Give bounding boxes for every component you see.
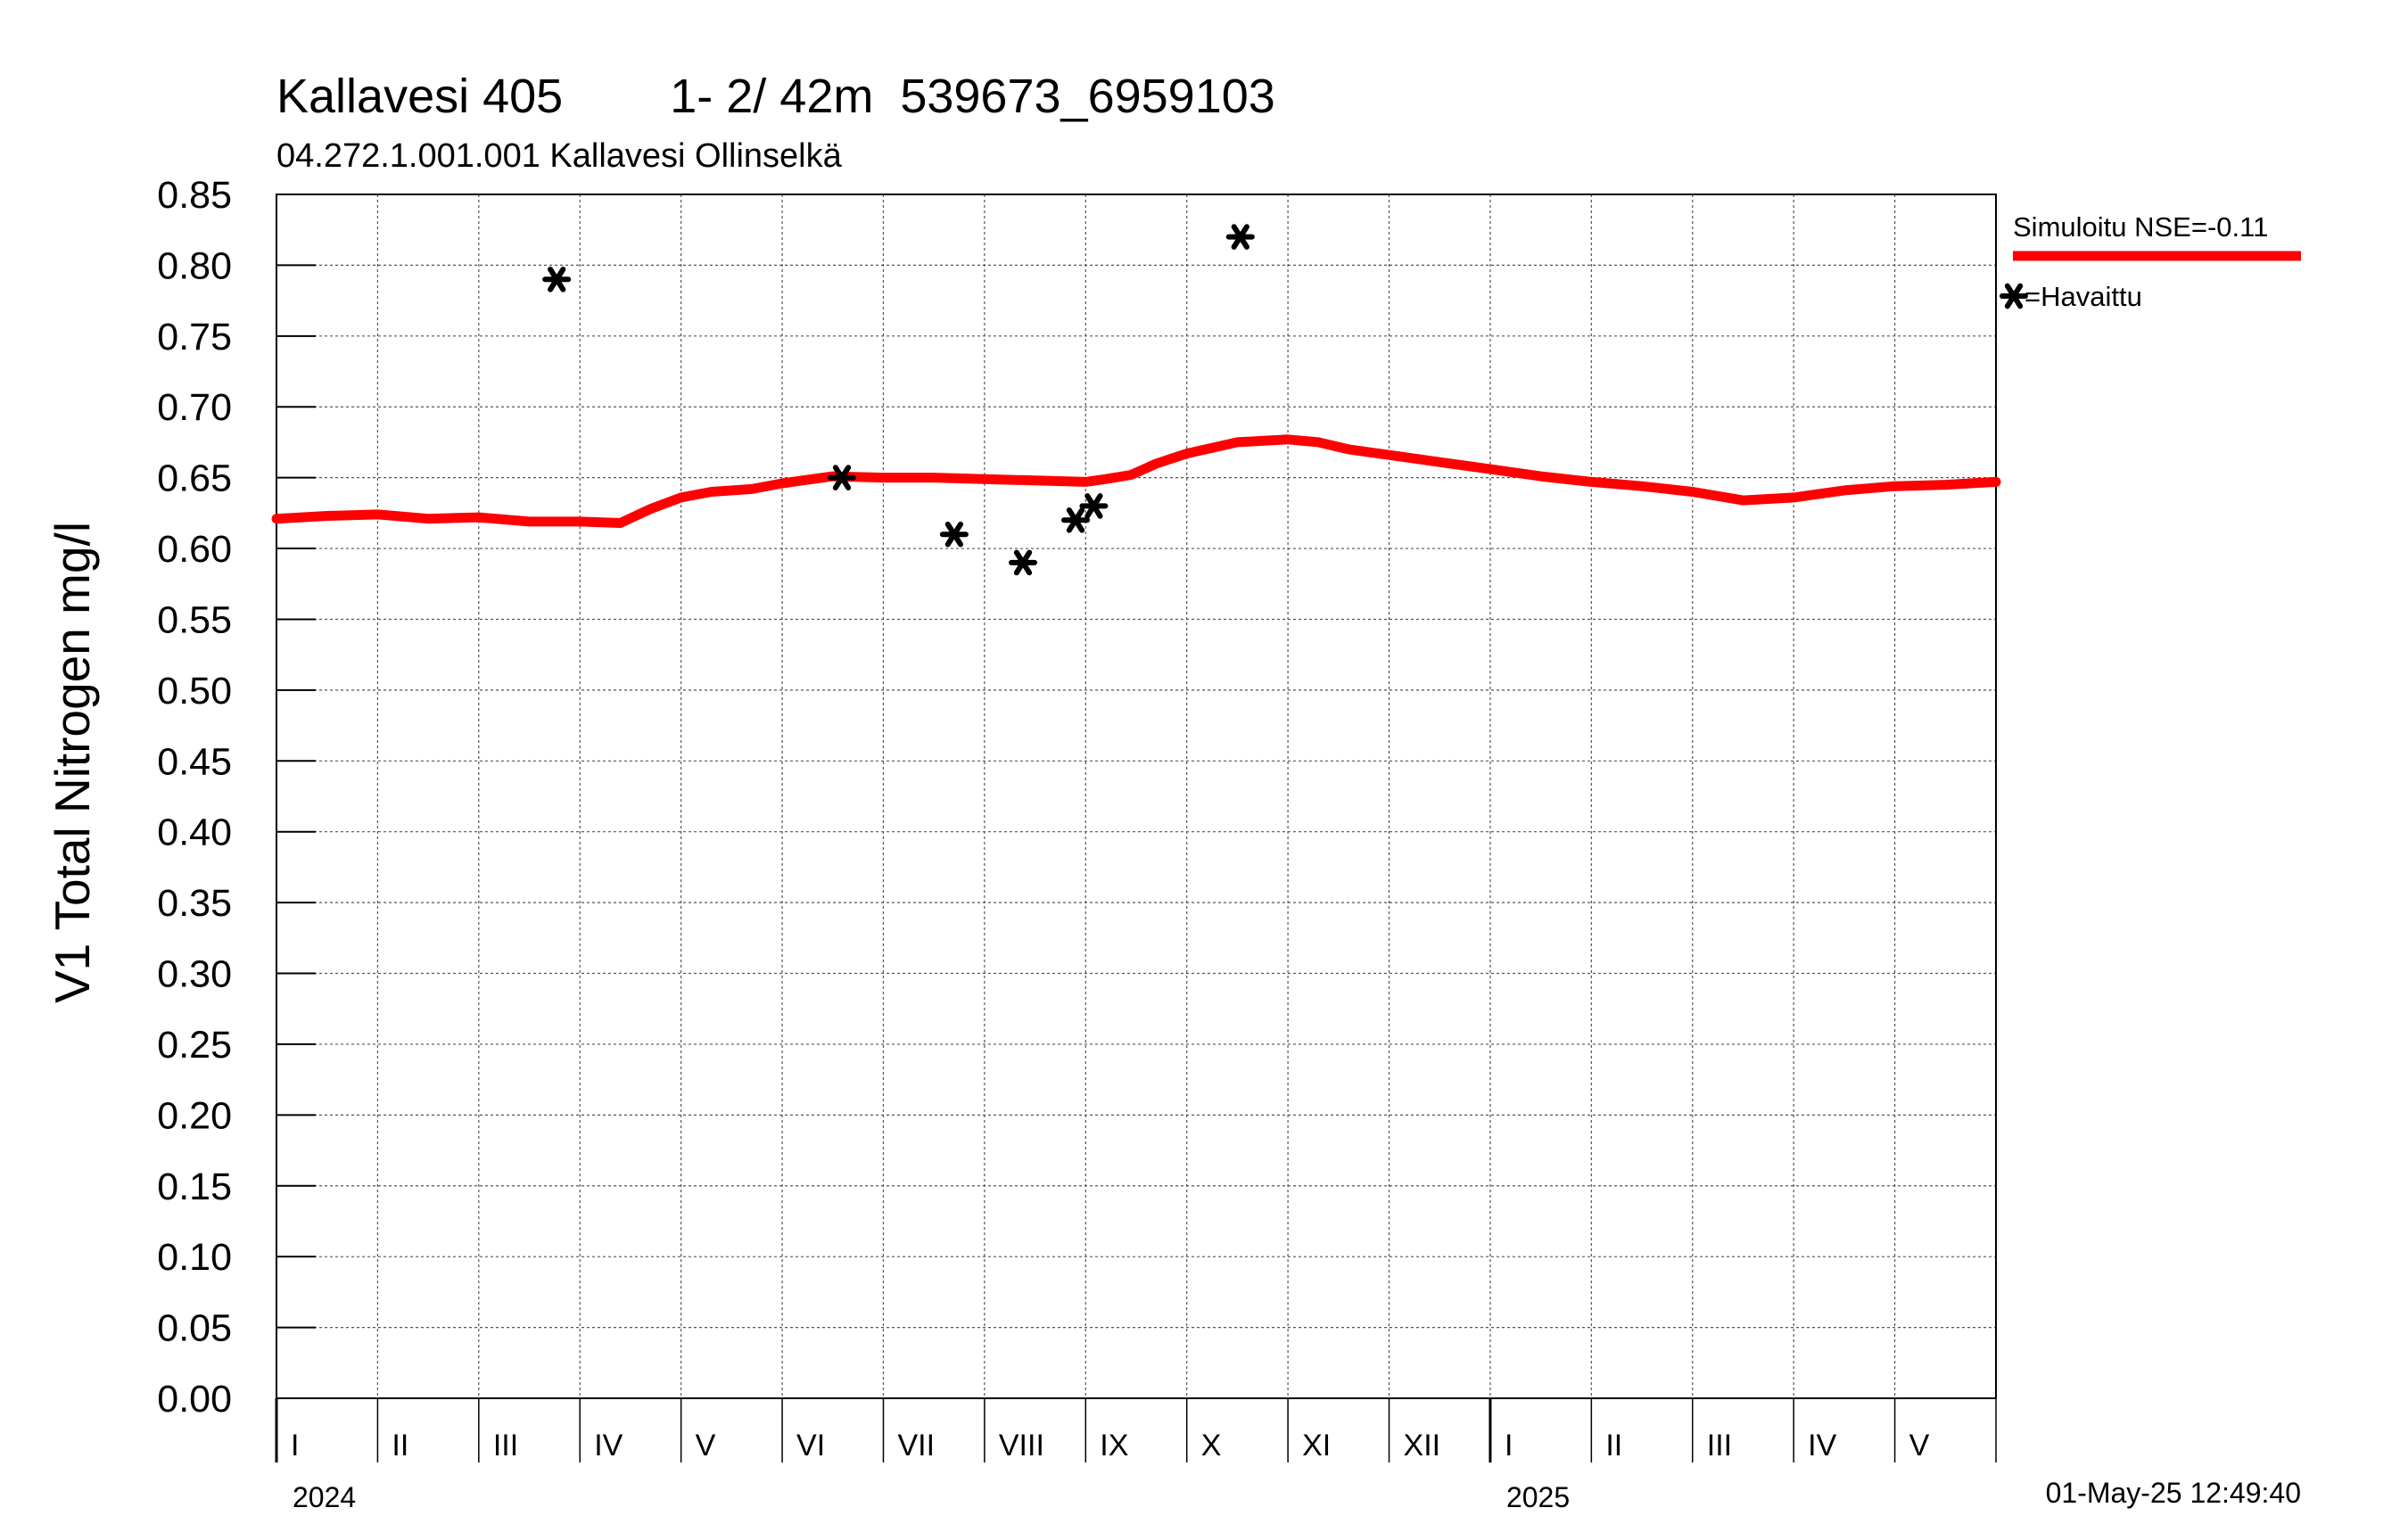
x-month-label: X <box>1201 1429 1222 1462</box>
y-tick-label: 0.00 <box>157 1378 232 1421</box>
chart-subtitle: 04.272.1.001.001 Kallavesi Ollinselkä <box>276 137 843 175</box>
x-month-label: V <box>1909 1429 1930 1462</box>
y-tick-label: 0.30 <box>157 953 232 996</box>
x-month-label: I <box>291 1429 299 1462</box>
y-tick-label: 0.10 <box>157 1236 232 1279</box>
x-month-label: III <box>1707 1429 1732 1462</box>
y-tick-label: 0.55 <box>157 598 232 641</box>
timestamp: 01-May-25 12:49:40 <box>2046 1477 2301 1509</box>
series-simulated <box>271 434 2001 528</box>
grid <box>276 194 1996 1398</box>
observed-point <box>1009 549 1037 576</box>
x-month-label: IV <box>1808 1429 1836 1462</box>
plot-frame <box>276 194 1997 1399</box>
y-tick-label: 0.75 <box>157 316 232 358</box>
y-tick-label: 0.40 <box>157 812 232 854</box>
y-tick-label: 0.20 <box>157 1094 232 1137</box>
x-month-label: XI <box>1302 1429 1331 1462</box>
legend-simulated-label: Simuloitu NSE=-0.11 <box>2013 211 2268 243</box>
observed-point <box>828 465 856 490</box>
x-month-label: VII <box>897 1429 935 1462</box>
y-ticks: 0.00 0.05 0.10 0.15 0.20 0.25 0.30 0.35 0.40 0.45… <box>157 174 316 1421</box>
series-observed <box>542 224 1255 576</box>
y-tick-label: 0.15 <box>157 1166 232 1208</box>
observed-point <box>542 266 572 292</box>
y-tick-label: 0.05 <box>157 1307 232 1350</box>
observed-point <box>1079 493 1109 519</box>
y-tick-label: 0.70 <box>157 386 232 429</box>
x-month-label: II <box>1605 1429 1622 1462</box>
y-tick-label: 0.60 <box>157 528 232 571</box>
observed-point <box>1225 224 1255 250</box>
x-month-label: XII <box>1404 1429 1441 1462</box>
simulated-line <box>271 434 2001 528</box>
y-tick-label: 0.35 <box>157 882 232 925</box>
x-month-label: IX <box>1100 1429 1128 1462</box>
x-month-label: II <box>392 1429 408 1462</box>
x-month-label: VI <box>796 1429 825 1462</box>
y-axis-label: V1 Total Nitrogen mg/l <box>45 522 100 1003</box>
x-month-label: VIII <box>999 1429 1044 1462</box>
observed-point <box>939 521 969 548</box>
x-month-label: I <box>1505 1429 1513 1462</box>
x-year-label: 2024 <box>293 1481 356 1513</box>
observed-point <box>1061 507 1090 533</box>
x-year-label: 2025 <box>1506 1481 1570 1513</box>
y-tick-label: 0.85 <box>157 174 232 217</box>
legend-observed-label: =Havaittu <box>2025 281 2142 312</box>
chart-title: Kallavesi 405 1- 2/ 42m 539673_6959103 <box>276 70 1275 123</box>
y-tick-label: 0.65 <box>157 457 232 500</box>
legend-observed-marker <box>2000 283 2028 309</box>
y-tick-label: 0.45 <box>157 740 232 783</box>
legend-observed-asterisk <box>2000 283 2028 309</box>
x-month-label: V <box>696 1429 716 1462</box>
y-tick-label: 0.80 <box>157 244 232 287</box>
legend: Simuloitu NSE=-0.11 =Havaittu <box>2000 211 2301 312</box>
x-month-label: III <box>493 1429 518 1462</box>
x-month-label: IV <box>594 1429 623 1462</box>
y-tick-label: 0.50 <box>157 670 232 713</box>
y-tick-label: 0.25 <box>157 1024 232 1067</box>
